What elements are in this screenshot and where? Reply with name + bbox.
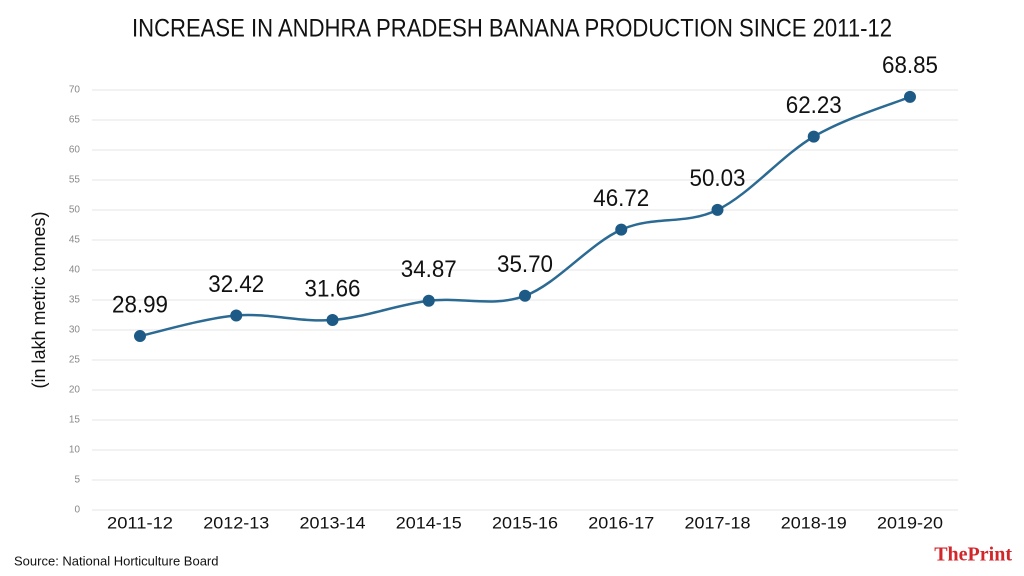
y-tick-label: 70: [69, 85, 81, 96]
x-tick-label: 2018-19: [781, 513, 847, 532]
data-point: [422, 294, 435, 307]
value-label: 62.23: [786, 92, 842, 119]
value-label: 32.42: [208, 271, 264, 298]
data-point: [326, 314, 339, 327]
y-tick-label: 10: [69, 445, 81, 456]
x-tick-label: 2017-18: [685, 513, 751, 532]
source: Source: National Horticulture Board: [14, 553, 219, 568]
value-label: 34.87: [401, 256, 457, 283]
value-label: 50.03: [690, 165, 746, 192]
y-axis-label: (in lakh metric tonnes): [29, 211, 49, 388]
x-tick-label: 2013-14: [300, 513, 366, 532]
data-point: [711, 203, 724, 216]
x-tick-label: 2019-20: [877, 513, 943, 532]
y-tick-label: 25: [69, 355, 81, 366]
data-point: [134, 330, 146, 343]
data-point: [904, 90, 916, 103]
data-point: [615, 223, 628, 236]
y-tick-label: 30: [69, 325, 81, 336]
value-label: 31.66: [305, 275, 361, 302]
y-tick-label: 60: [69, 145, 81, 156]
data-point: [519, 289, 531, 302]
y-tick-label: 5: [74, 475, 80, 486]
x-tick-label: 2012-13: [203, 513, 269, 532]
y-tick-label: 15: [69, 415, 81, 426]
value-label: 46.72: [593, 185, 649, 212]
x-tick-label: 2016-17: [588, 513, 654, 532]
y-tick-label: 20: [69, 385, 81, 396]
y-tick-label: 35: [69, 295, 81, 306]
data-line: [139, 95, 911, 338]
x-tick-label: 2015-16: [492, 513, 558, 532]
y-tick-label: 50: [69, 205, 81, 216]
value-label: 28.99: [112, 291, 168, 318]
y-tick-label: 55: [69, 175, 81, 186]
data-point: [807, 130, 820, 143]
y-tick-label: 40: [69, 265, 81, 276]
data-point: [230, 309, 243, 322]
brand-logo: ThePrint: [934, 544, 1012, 566]
y-tick-label: 45: [69, 235, 81, 246]
x-tick-label: 2011-12: [107, 513, 173, 532]
value-label: 68.85: [882, 52, 938, 79]
x-tick-label: 2014-15: [396, 513, 462, 532]
y-tick-label: 65: [69, 115, 81, 126]
chart-title: INCREASE IN ANDHRA PRADESH BANANA PRODUC…: [132, 15, 892, 43]
y-tick-label: 0: [74, 505, 80, 516]
value-label: 35.70: [497, 251, 553, 278]
